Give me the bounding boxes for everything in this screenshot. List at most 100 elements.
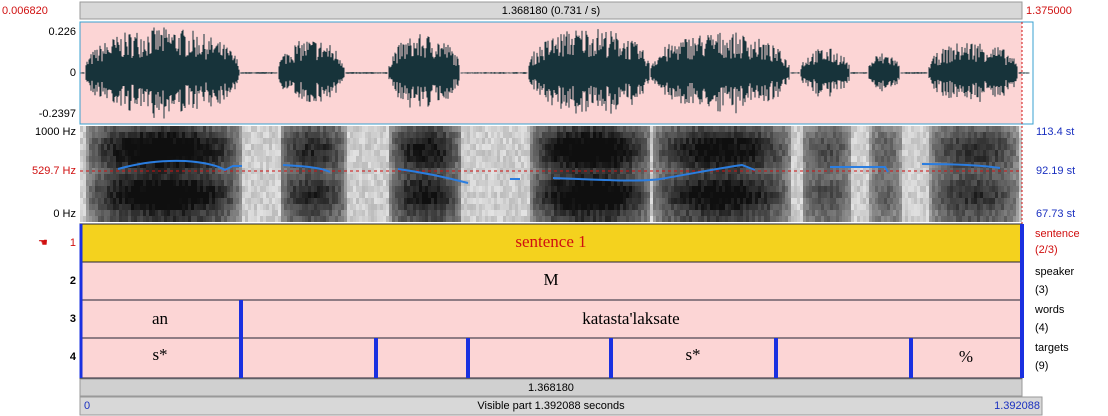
- spectrogram-cell: [977, 216, 980, 222]
- spectrogram-cell: [482, 138, 485, 144]
- spectrogram-cell: [188, 126, 191, 132]
- spectrogram-cell: [98, 144, 101, 150]
- spectrogram-cell: [734, 156, 737, 162]
- spectrogram-cell: [563, 156, 566, 162]
- spectrogram-cell: [248, 210, 251, 216]
- spectrogram-cell: [641, 126, 644, 132]
- spectrogram-cell: [218, 156, 221, 162]
- spectrogram-cell: [761, 174, 764, 180]
- spectrogram-cell: [680, 198, 683, 204]
- spectrogram-cell: [353, 186, 356, 192]
- spectrogram-cell: [410, 162, 413, 168]
- spectrogram-cell: [305, 168, 308, 174]
- spectrogram-cell: [977, 210, 980, 216]
- spectrogram-cell: [854, 150, 857, 156]
- spectrogram-cell: [107, 198, 110, 204]
- spectrogram-cell: [521, 192, 524, 198]
- spectrogram-cell: [311, 126, 314, 132]
- spectrogram-cell: [233, 180, 236, 186]
- spectrogram-cell: [146, 216, 149, 222]
- spectrogram-cell: [434, 144, 437, 150]
- spectrogram-cell: [446, 162, 449, 168]
- spectrogram-cell: [821, 156, 824, 162]
- spectrogram-cell: [395, 144, 398, 150]
- spectrogram-cell: [182, 144, 185, 150]
- spectrogram-cell: [236, 198, 239, 204]
- spectrogram-cell: [878, 192, 881, 198]
- spectrogram-cell: [1013, 138, 1016, 144]
- spectrogram-cell: [377, 210, 380, 216]
- spectrogram-cell: [620, 198, 623, 204]
- spectrogram-cell: [692, 186, 695, 192]
- spectrogram-cell: [968, 174, 971, 180]
- spectrogram-cell: [449, 144, 452, 150]
- spectrogram-cell: [362, 138, 365, 144]
- spectrogram-cell: [371, 174, 374, 180]
- spectrogram-cell: [287, 126, 290, 132]
- spectrogram-cell: [842, 186, 845, 192]
- spectrogram-cell: [356, 132, 359, 138]
- spectrogram-cell: [245, 174, 248, 180]
- spectrogram-cell: [998, 180, 1001, 186]
- spectrogram-cell: [893, 192, 896, 198]
- spectrogram-cell: [917, 216, 920, 222]
- spectrogram-cell: [461, 138, 464, 144]
- spectrogram-cell: [764, 210, 767, 216]
- spectrogram-cell: [398, 204, 401, 210]
- spectrogram-cell: [653, 198, 656, 204]
- spectrogram-cell: [641, 144, 644, 150]
- spectrogram-cell: [662, 186, 665, 192]
- spectrogram-cell: [797, 132, 800, 138]
- spectrogram-cell: [281, 168, 284, 174]
- spectrogram-cell: [884, 138, 887, 144]
- spectrogram-cell: [410, 138, 413, 144]
- spectrogram-cell: [323, 180, 326, 186]
- spectrogram-cell: [425, 138, 428, 144]
- spectrogram-cell: [242, 216, 245, 222]
- spectrogram-cell: [725, 216, 728, 222]
- spectrogram-cell: [614, 204, 617, 210]
- spectrogram-cell: [389, 174, 392, 180]
- spectrogram-cell: [941, 144, 944, 150]
- spectrogram-cell: [998, 192, 1001, 198]
- spectrogram-cell: [368, 216, 371, 222]
- spectrogram-cell: [329, 174, 332, 180]
- spectrogram-cell: [485, 180, 488, 186]
- spectrogram-cell: [575, 144, 578, 150]
- spectrogram-cell: [80, 216, 83, 222]
- spectrogram-cell: [803, 156, 806, 162]
- spectrogram-cell: [827, 150, 830, 156]
- spectrogram-cell: [632, 204, 635, 210]
- spectrogram-cell: [638, 192, 641, 198]
- spectrogram-cell: [842, 204, 845, 210]
- spectrogram-cell: [842, 132, 845, 138]
- spectrogram-cell: [485, 144, 488, 150]
- spectrogram-cell: [545, 186, 548, 192]
- spectrogram-cell: [779, 168, 782, 174]
- spectrogram-cell: [383, 186, 386, 192]
- spectrogram-cell: [659, 210, 662, 216]
- spectrogram-cell: [197, 210, 200, 216]
- spectrogram-cell: [776, 132, 779, 138]
- spectrogram-cell: [362, 192, 365, 198]
- spectrogram-cell: [995, 192, 998, 198]
- spectrogram-cell: [197, 138, 200, 144]
- spectrogram-cell: [473, 198, 476, 204]
- spectrogram-cell: [722, 126, 725, 132]
- spectrogram-cell: [224, 216, 227, 222]
- spectrogram-cell: [167, 150, 170, 156]
- spectrogram-cell: [536, 204, 539, 210]
- spectrogram-cell: [767, 192, 770, 198]
- spectrogram-cell: [326, 162, 329, 168]
- spectrogram-cell: [863, 138, 866, 144]
- spectrogram-cell: [134, 126, 137, 132]
- spectrogram-cell: [677, 216, 680, 222]
- spectrogram-cell: [134, 210, 137, 216]
- spectrogram-cell: [290, 216, 293, 222]
- spectrogram-cell: [185, 126, 188, 132]
- spectrogram-cell: [467, 174, 470, 180]
- spectrogram-cell: [155, 210, 158, 216]
- spectrogram-cell: [344, 180, 347, 186]
- spectrogram-cell: [245, 132, 248, 138]
- spectrogram-cell: [566, 192, 569, 198]
